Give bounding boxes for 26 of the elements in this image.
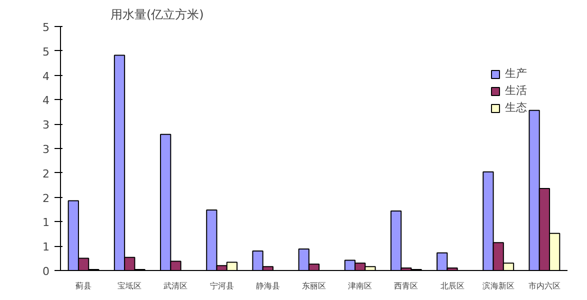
x-tick-label: 滨海新区 (482, 282, 514, 290)
x-tick-label: 武清区 (164, 282, 188, 290)
x-tick-label: 津南区 (348, 282, 372, 290)
x-tick-label: 市内六区 (528, 282, 560, 290)
x-tick-label: 东丽区 (302, 282, 326, 290)
y-tick-label: 0 (42, 265, 50, 278)
legend-label: 生产 (505, 66, 527, 81)
x-tick-label: 宝坻区 (118, 282, 142, 290)
y-tick-label: 3 (42, 118, 50, 132)
x-tick-label: 蓟县 (76, 282, 92, 290)
x-tick-label: 静海县 (256, 282, 280, 290)
x-tick-label: 北辰区 (440, 282, 464, 290)
y-tick-label: 5 (42, 45, 50, 58)
x-tick-label: 西青区 (394, 282, 418, 290)
legend-label: 生活 (505, 83, 527, 98)
y-tick-label: 5 (42, 21, 50, 34)
x-tick-label: 宁河县 (210, 282, 234, 290)
y-tick-label: 4 (42, 70, 50, 83)
y-tick-label: 1 (42, 216, 50, 230)
y-tick-label: 3 (42, 143, 50, 156)
y-tick-label: 2 (42, 167, 50, 180)
chart-title: 用水量(亿立方米) (110, 8, 204, 22)
legend-label: 生态 (505, 100, 527, 115)
y-tick-label: 1 (42, 240, 50, 254)
y-tick-label: 4 (42, 94, 50, 108)
y-tick-label: 2 (42, 192, 50, 205)
